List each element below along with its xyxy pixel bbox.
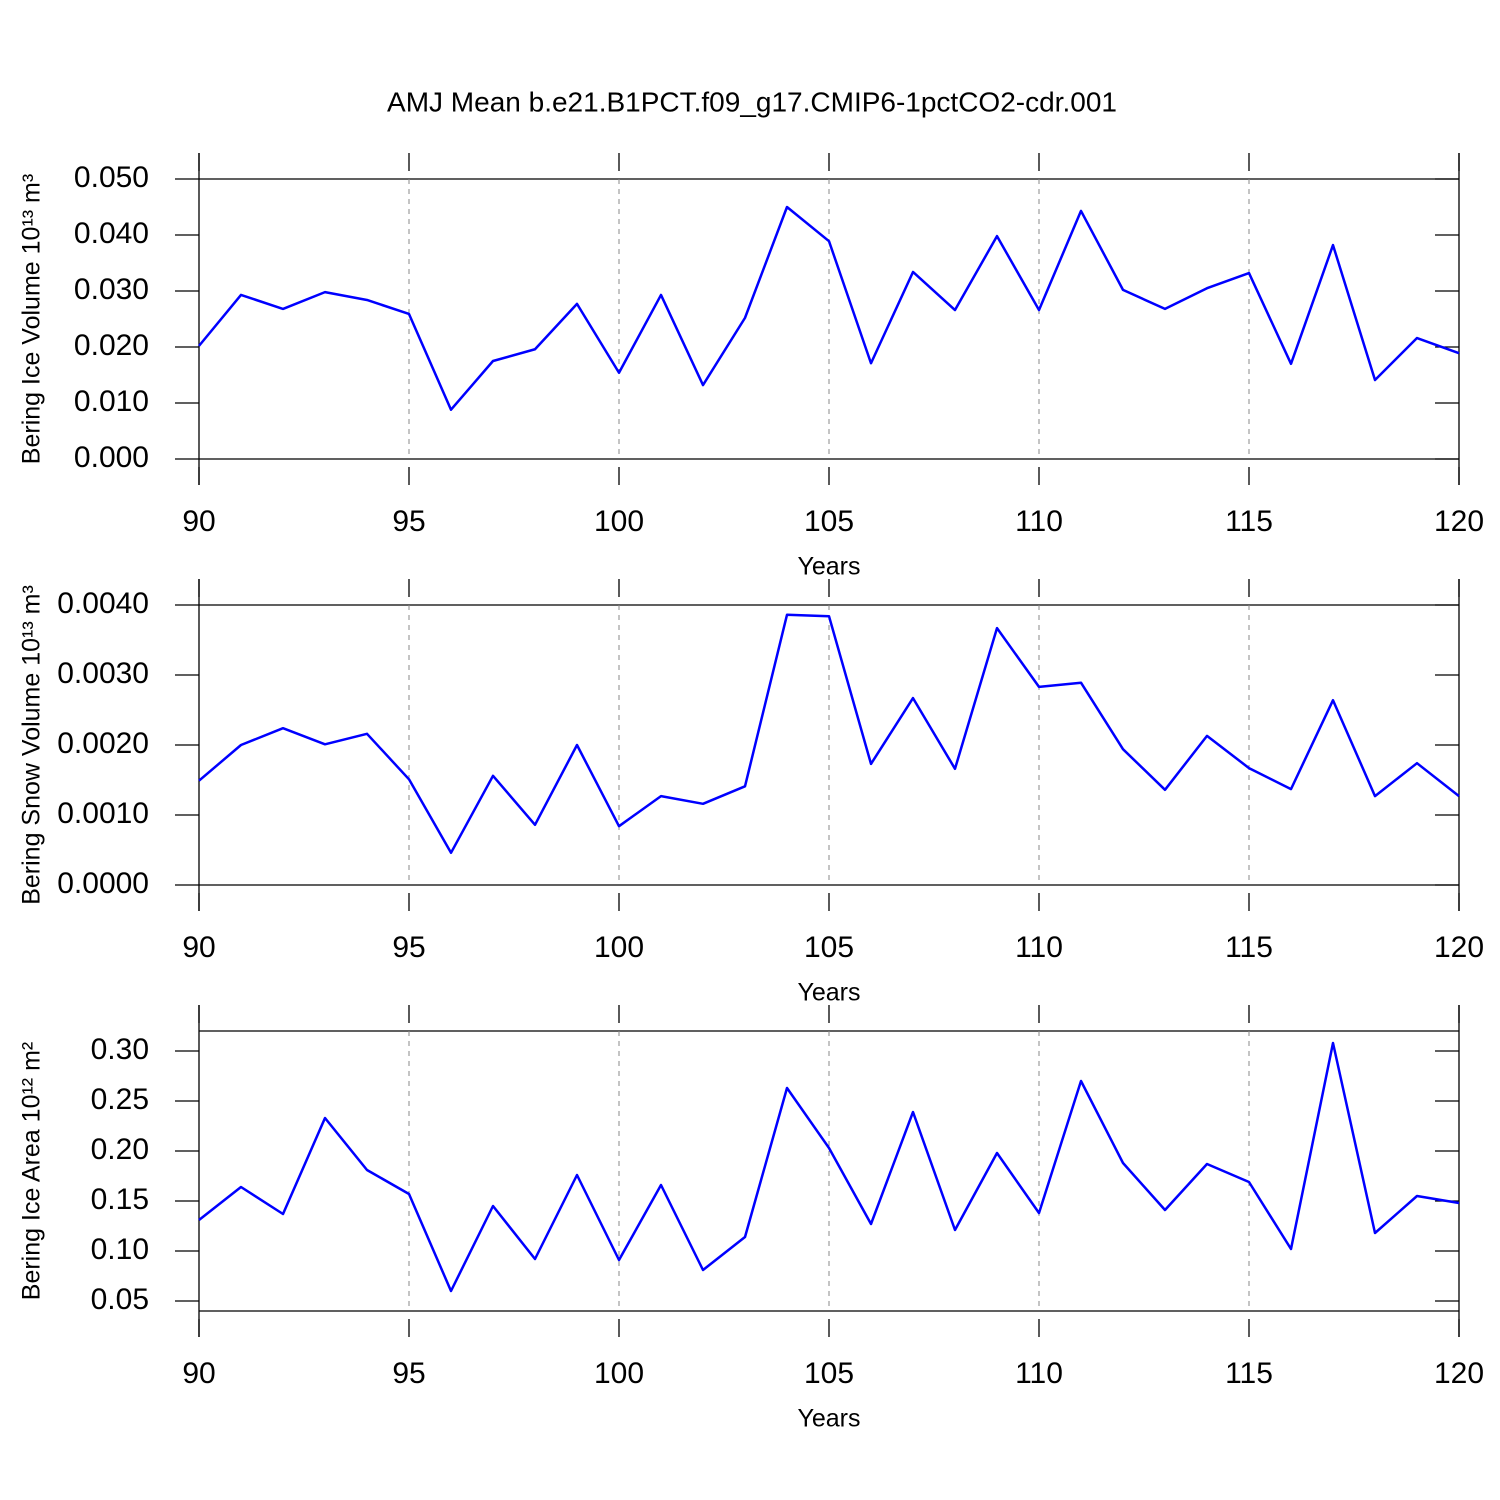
x-tick-label: 95 — [392, 505, 425, 538]
x-tick-label: 105 — [804, 1357, 854, 1390]
y-tick-label: 0.0020 — [57, 727, 149, 760]
y-tick-label: 0.040 — [74, 217, 149, 250]
x-tick-label: 120 — [1434, 931, 1484, 964]
y-tick-label: 0.0040 — [57, 587, 149, 620]
x-tick-label: 110 — [1015, 505, 1063, 538]
y-tick-label: 0.030 — [74, 273, 149, 306]
y-tick-label: 0.20 — [91, 1133, 149, 1166]
x-axis-label: Years — [797, 553, 860, 581]
x-tick-label: 90 — [182, 931, 215, 964]
y-tick-label: 0.15 — [91, 1183, 149, 1216]
x-tick-label: 100 — [594, 931, 644, 964]
y-tick-label: 0.30 — [91, 1033, 149, 1066]
x-tick-label: 90 — [182, 1357, 215, 1390]
data-line — [198, 1041, 1460, 1293]
y-tick-label: 0.0010 — [57, 797, 149, 830]
y-tick-label: 0.0030 — [57, 657, 149, 690]
y-axis-label: Bering Ice Area 10¹² m² — [18, 1042, 46, 1300]
y-tick-label: 0.010 — [74, 385, 149, 418]
x-tick-label: 100 — [594, 1357, 644, 1390]
x-axis-label: Years — [797, 979, 860, 1007]
x-tick-label: 105 — [804, 931, 854, 964]
x-tick-label: 115 — [1225, 1357, 1273, 1390]
x-tick-label: 95 — [392, 1357, 425, 1390]
y-tick-label: 0.25 — [91, 1083, 149, 1116]
data-line — [198, 613, 1460, 855]
x-tick-label: 110 — [1015, 1357, 1063, 1390]
x-tick-label: 120 — [1434, 1357, 1484, 1390]
x-tick-label: 95 — [392, 931, 425, 964]
x-tick-label: 110 — [1015, 931, 1063, 964]
x-tick-label: 105 — [804, 505, 854, 538]
y-axis-label: Bering Ice Volume 10¹³ m³ — [18, 174, 46, 464]
y-tick-label: 0.05 — [91, 1283, 149, 1316]
y-tick-label: 0.10 — [91, 1233, 149, 1266]
x-tick-label: 120 — [1434, 505, 1484, 538]
y-tick-label: 0.020 — [74, 329, 149, 362]
data-line — [198, 205, 1460, 411]
y-tick-label: 0.0000 — [57, 867, 149, 900]
x-tick-label: 100 — [594, 505, 644, 538]
y-tick-label: 0.050 — [74, 161, 149, 194]
chart-title: AMJ Mean b.e21.B1PCT.f09_g17.CMIP6-1pctC… — [387, 86, 1117, 117]
x-axis-label: Years — [797, 1405, 860, 1433]
x-tick-label: 90 — [182, 505, 215, 538]
y-axis-label: Bering Snow Volume 10¹³ m³ — [18, 585, 46, 905]
y-tick-label: 0.000 — [74, 441, 149, 474]
x-tick-label: 115 — [1225, 505, 1273, 538]
x-tick-label: 115 — [1225, 931, 1273, 964]
